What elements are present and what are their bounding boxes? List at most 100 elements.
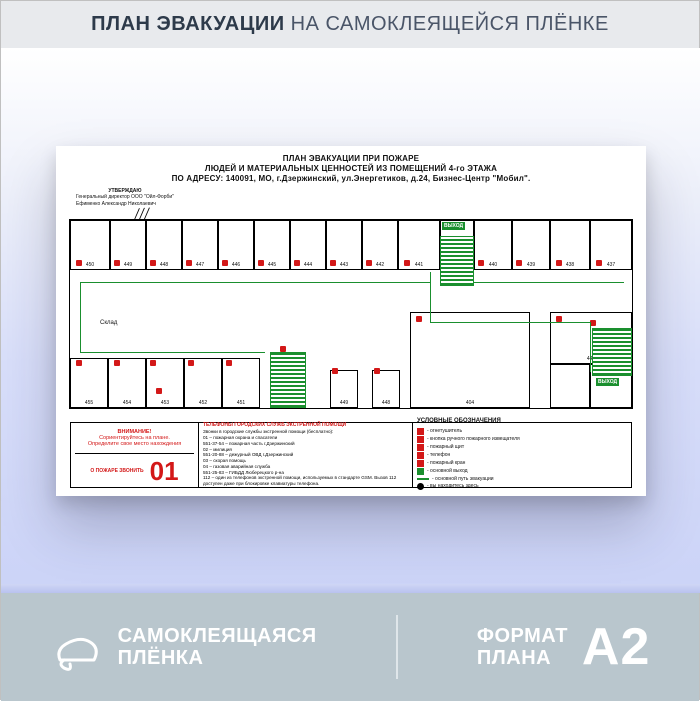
evac-path xyxy=(430,322,590,323)
plan-title-l1: ПЛАН ЭВАКУАЦИИ ПРИ ПОЖАРЕ xyxy=(66,154,636,164)
evac-path xyxy=(590,322,591,372)
stage: ПЛАН ЭВАКУАЦИИ ПРИ ПОЖАРЕ ЛЮДЕЙ И МАТЕРИ… xyxy=(1,48,700,593)
fire-marker xyxy=(222,260,228,266)
fire-marker xyxy=(280,346,286,352)
fire-marker xyxy=(366,260,372,266)
evac-path xyxy=(80,352,265,353)
product-card: ПЛАН ЭВАКУАЦИИ НА САМОКЛЕЯЩЕЙСЯ ПЛЁНКЕ П… xyxy=(0,0,700,700)
legend-item: - огнетушитель xyxy=(417,428,627,435)
shelf-shadow xyxy=(1,584,700,593)
bottom-left-text: САМОКЛЕЯЩАЯСЯ ПЛЁНКА xyxy=(118,625,317,669)
fire-call: О ПОЖАРЕ ЗВОНИТЬ 01 xyxy=(75,454,194,484)
legend-text: - телефон xyxy=(427,452,450,459)
fire-marker xyxy=(330,260,336,266)
bottom-band: САМОКЛЕЯЩАЯСЯ ПЛЁНКА ФОРМАТ ПЛАНА А2 xyxy=(1,593,699,701)
legend-swatch xyxy=(417,460,424,467)
phone-line: доступен даже при блокировке клавиатуры … xyxy=(203,481,408,487)
exit-label: ВЫХОД xyxy=(442,222,465,230)
fire-marker xyxy=(226,360,232,366)
film-roll-icon xyxy=(50,620,104,674)
room: 448 xyxy=(372,370,400,408)
bottom-right-l1: ФОРМАТ xyxy=(477,625,568,647)
stair xyxy=(270,352,306,408)
legend-text: - пожарный щит xyxy=(427,444,464,451)
room xyxy=(550,364,590,408)
legend-item: - кнопка ручного пожарного извещателя xyxy=(417,436,627,443)
plan-title: ПЛАН ЭВАКУАЦИИ ПРИ ПОЖАРЕ ЛЮДЕЙ И МАТЕРИ… xyxy=(66,154,636,184)
fire-marker xyxy=(258,260,264,266)
legend-item: - пожарный щит xyxy=(417,444,627,451)
legend-item: - основной путь эвакуации xyxy=(417,476,627,483)
evac-path xyxy=(474,282,624,283)
stair xyxy=(440,236,474,286)
bottom-right-text: ФОРМАТ ПЛАНА xyxy=(477,625,568,669)
legend-swatch xyxy=(417,428,424,435)
legend-text: - пожарный кран xyxy=(427,460,465,467)
evacuation-plan-card: ПЛАН ЭВАКУАЦИИ ПРИ ПОЖАРЕ ЛЮДЕЙ И МАТЕРИ… xyxy=(56,146,646,496)
phones-heading: ТЕЛЕФОНЫ ГОРОДСКИХ СЛУЖБ ЭКСТРЕННОЙ ПОМО… xyxy=(203,422,408,428)
bottom-right: ФОРМАТ ПЛАНА А2 xyxy=(477,617,651,677)
fire-marker xyxy=(416,316,422,322)
plan-title-l2: ЛЮДЕЙ И МАТЕРИАЛЬНЫХ ЦЕННОСТЕЙ ИЗ ПОМЕЩЕ… xyxy=(66,164,636,174)
format-size: А2 xyxy=(582,617,650,677)
top-title-band: ПЛАН ЭВАКУАЦИИ НА САМОКЛЕЯЩЕЙСЯ ПЛЁНКЕ xyxy=(1,1,699,48)
legend-item: - телефон xyxy=(417,452,627,459)
fire-marker xyxy=(76,260,82,266)
exit-label: ВЫХОД xyxy=(596,378,619,386)
fire-marker xyxy=(556,260,562,266)
legend-swatch xyxy=(417,452,424,459)
fire-marker xyxy=(114,360,120,366)
bottom-left-l1: САМОКЛЕЯЩАЯСЯ xyxy=(118,625,317,647)
fire-marker xyxy=(188,360,194,366)
divider xyxy=(396,615,398,679)
legend-swatch xyxy=(417,436,424,443)
evac-path xyxy=(80,282,81,352)
evac-path xyxy=(80,282,430,283)
top-title-rest: НА САМОКЛЕЯЩЕЙСЯ ПЛЁНКЕ xyxy=(285,13,609,35)
fire-marker xyxy=(478,260,484,266)
sklad-label: Склад xyxy=(100,320,117,326)
fire-marker xyxy=(404,260,410,266)
fire-marker xyxy=(156,388,162,394)
footer-col-phones: ТЕЛЕФОНЫ ГОРОДСКИХ СЛУЖБ ЭКСТРЕННОЙ ПОМО… xyxy=(199,423,413,487)
fire-marker xyxy=(374,368,380,374)
footer-col-legend: УСЛОВНЫЕ ОБОЗНАЧЕНИЯ - огнетушитель- кно… xyxy=(413,423,631,487)
fire-marker xyxy=(516,260,522,266)
legend-heading: УСЛОВНЫЕ ОБОЗНАЧЕНИЯ xyxy=(417,418,627,426)
legend-text: - основной выход xyxy=(427,468,468,475)
footer-row: ВНИМАНИЕ! Сориентируйтесь на плане. Опре… xyxy=(70,422,632,488)
fire-marker xyxy=(76,360,82,366)
fire-marker xyxy=(114,260,120,266)
room: 449 xyxy=(330,370,358,408)
legend-text: - огнетушитель xyxy=(427,428,462,435)
room: 404 xyxy=(410,312,530,408)
legend-item: - вы находитесь здесь xyxy=(417,483,627,490)
evac-path xyxy=(430,282,431,322)
approve-l1: Генеральный директор ООО "Ойл-Форби" xyxy=(76,194,174,201)
bottom-right-l2: ПЛАНА xyxy=(477,647,568,669)
legend-item: - пожарный кран xyxy=(417,460,627,467)
bottom-left-l2: ПЛЁНКА xyxy=(118,647,317,669)
legend-swatch xyxy=(417,444,424,451)
stair xyxy=(592,328,632,376)
fire-marker xyxy=(150,260,156,266)
legend-swatch xyxy=(417,478,429,480)
legend-item: - основной выход xyxy=(417,468,627,475)
fire-marker xyxy=(150,360,156,366)
warning-box: ВНИМАНИЕ! Сориентируйтесь на плане. Опре… xyxy=(75,426,194,454)
fire-call-label: О ПОЖАРЕ ЗВОНИТЬ xyxy=(90,468,143,474)
footer-col-warning: ВНИМАНИЕ! Сориентируйтесь на плане. Опре… xyxy=(71,423,199,487)
approval-block: УТВЕРЖДАЮ Генеральный директор ООО "Ойл-… xyxy=(76,188,174,208)
legend-swatch xyxy=(417,468,424,475)
bottom-left: САМОКЛЕЯЩАЯСЯ ПЛЁНКА xyxy=(50,620,317,674)
fire-marker xyxy=(596,260,602,266)
legend-text: - кнопка ручного пожарного извещателя xyxy=(427,436,520,443)
legend-text: - основной путь эвакуации xyxy=(432,476,494,483)
fire-marker xyxy=(186,260,192,266)
legend-swatch xyxy=(417,483,424,490)
fire-marker xyxy=(332,368,338,374)
top-title-bold: ПЛАН ЭВАКУАЦИИ xyxy=(91,13,284,35)
fire-call-number: 01 xyxy=(150,458,179,484)
fire-marker xyxy=(294,260,300,266)
legend-text: - вы находитесь здесь xyxy=(427,483,479,490)
